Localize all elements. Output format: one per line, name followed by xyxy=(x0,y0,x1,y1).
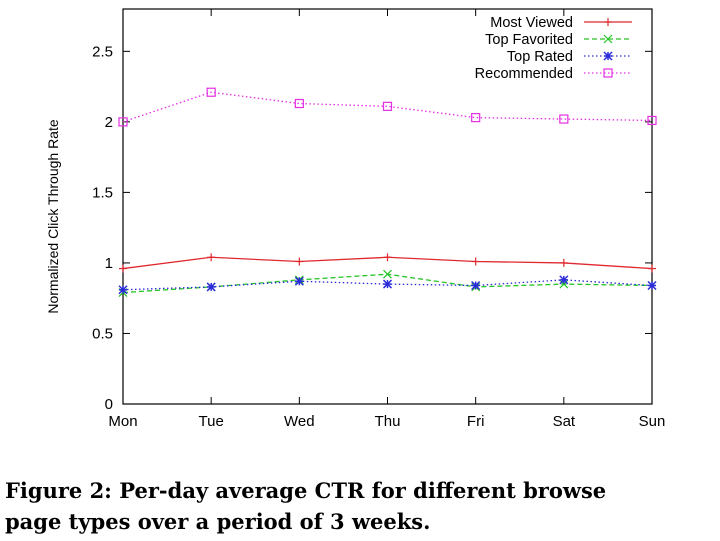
y-tick-label: 2.5 xyxy=(92,43,113,60)
x-tick-label: Wed xyxy=(284,413,315,430)
marker-stroke xyxy=(118,285,128,295)
marker-stroke xyxy=(647,280,657,291)
caption-text-line2: page types over a period of 3 weeks. xyxy=(5,509,431,534)
data-point-marker xyxy=(559,114,569,124)
data-point-marker xyxy=(604,18,612,26)
x-tick-label: Sat xyxy=(553,413,576,430)
line-chart: 0 0.5 1 1.5 2 2.5 Mon Tue Wed Thu Fri Sat Sun Normali… xyxy=(45,8,666,430)
caption-text-line1: Per-day average CTR for different browse xyxy=(119,478,607,503)
x-tick-label: Tue xyxy=(199,413,224,430)
legend-item: Most Viewed xyxy=(490,15,632,31)
data-point-marker xyxy=(295,257,304,266)
series-most-viewed xyxy=(119,253,656,273)
marker-stroke xyxy=(382,279,393,289)
data-point-marker xyxy=(647,280,657,291)
legend-label: Most Viewed xyxy=(490,15,573,31)
data-point-marker xyxy=(207,253,216,262)
data-point-marker xyxy=(471,280,481,291)
data-point-marker xyxy=(118,285,128,295)
marker-stroke xyxy=(603,34,613,44)
legend-label: Top Favorited xyxy=(485,32,573,48)
legend-item: Top Favorited xyxy=(485,32,632,48)
data-point-marker xyxy=(294,98,304,109)
legend-label: Recommended xyxy=(475,66,573,82)
data-point-marker xyxy=(118,117,128,127)
data-point-marker xyxy=(471,257,480,266)
data-point-marker xyxy=(294,276,304,286)
legend-label: Top Rated xyxy=(507,49,573,65)
data-point-marker xyxy=(603,51,613,61)
legend-item: Top Rated xyxy=(507,49,632,65)
data-point-marker xyxy=(382,279,393,289)
legend-item: Recommended xyxy=(475,66,632,82)
marker-stroke xyxy=(559,279,569,289)
data-point-marker xyxy=(603,34,613,44)
x-tick-label: Thu xyxy=(375,413,401,430)
x-tick-label: Sun xyxy=(639,413,666,430)
data-point-marker xyxy=(382,101,393,111)
data-point-marker xyxy=(383,253,392,262)
y-tick-label: 2 xyxy=(105,114,113,131)
data-point-marker xyxy=(559,258,568,267)
data-point-marker xyxy=(383,269,392,279)
data-point-marker xyxy=(559,275,569,285)
data-point-marker xyxy=(647,115,657,126)
data-point-marker xyxy=(471,113,481,123)
data-point-marker xyxy=(206,282,216,292)
y-tick-label: 1.5 xyxy=(92,184,113,201)
chart-axes: 0 0.5 1 1.5 2 2.5 Mon Tue Wed Thu Fri Sat Sun Normali… xyxy=(45,8,666,430)
marker-stroke xyxy=(206,282,216,292)
x-tick-label: Mon xyxy=(108,413,137,430)
chart-series xyxy=(118,87,657,297)
y-tick-label: 0 xyxy=(105,396,113,413)
y-tick-label: 1 xyxy=(105,255,113,272)
marker-stroke xyxy=(559,275,569,285)
data-point-marker xyxy=(603,68,613,78)
caption-label: Figure 2: xyxy=(5,478,112,503)
y-tick-label: 0.5 xyxy=(92,325,113,342)
data-point-marker xyxy=(206,87,216,97)
x-tick-label: Fri xyxy=(467,413,485,430)
figure-caption: Figure 2: Per-day average CTR for differ… xyxy=(5,475,717,537)
marker-stroke xyxy=(471,280,481,291)
data-point-marker xyxy=(559,279,569,289)
marker-stroke xyxy=(383,269,392,279)
series-top-rated xyxy=(118,275,657,295)
data-point-marker xyxy=(119,264,127,273)
y-axis-title: Normalized Click Through Rate xyxy=(45,119,61,313)
marker-stroke xyxy=(294,276,304,286)
series-recommended xyxy=(118,87,657,127)
marker-stroke xyxy=(603,51,613,61)
data-point-marker xyxy=(648,264,656,273)
series-line xyxy=(122,91,653,123)
